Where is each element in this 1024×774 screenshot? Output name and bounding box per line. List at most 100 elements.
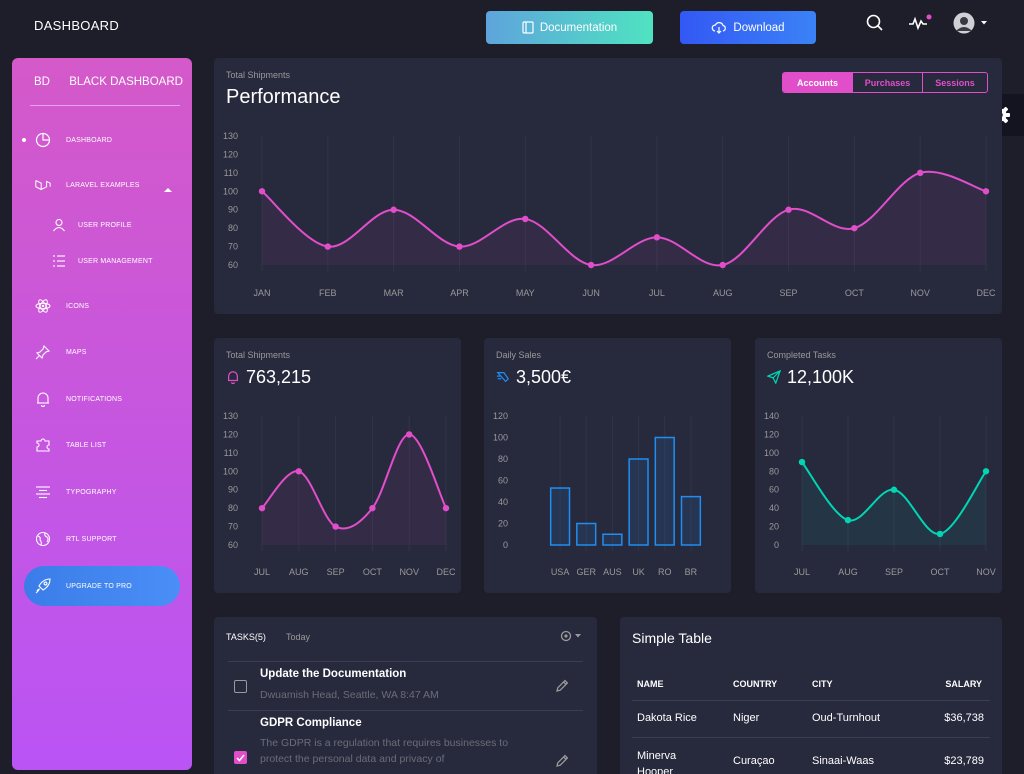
x-tick-label: AUG	[838, 567, 858, 577]
chart-tabs: Accounts Purchases Sessions	[782, 72, 988, 93]
bar-ger[interactable]	[576, 522, 597, 546]
data-point-oct[interactable]	[936, 530, 944, 538]
x-tick-label: BR	[685, 567, 698, 577]
sidebar-item-label: RTL SUPPORT	[66, 535, 117, 543]
settings-dropdown-icon[interactable]	[559, 629, 583, 648]
activity-notification-icon[interactable]	[907, 12, 932, 34]
daily-sales-bar-chart: 0 20 40 60 80 100 120 USA GER AUS UK RO BR	[493, 411, 702, 577]
sidebar-divider	[30, 105, 180, 106]
puzzle-icon	[34, 436, 52, 454]
send-icon	[766, 369, 782, 385]
data-point-sep[interactable]	[332, 523, 339, 530]
completed-tasks-line-chart: 0 20 40 60 80 100 120 140 JUL AUG SEP OCT NOV	[764, 411, 996, 577]
simple-table-card: Simple Table NAME COUNTRY CITY SALARY Da…	[620, 617, 1002, 774]
data-point-jul[interactable]	[653, 234, 661, 241]
book-icon	[522, 21, 534, 34]
documentation-button[interactable]: Documentation	[486, 11, 653, 44]
download-button[interactable]: Download	[680, 11, 816, 44]
sidebar-item-user-management[interactable]: USER MANAGEMENT	[12, 248, 192, 274]
bar-aus[interactable]	[602, 533, 623, 546]
sidebar-item-icons[interactable]: ICONS	[12, 293, 192, 319]
data-point-jan[interactable]	[258, 188, 266, 195]
data-point-jul[interactable]	[258, 504, 266, 512]
sidebar-item-notifications[interactable]: NOTIFICATIONS	[12, 386, 192, 412]
data-point-dec[interactable]	[982, 188, 990, 195]
sidebar-item-user-profile[interactable]: USER PROFILE	[12, 212, 192, 238]
user-icon	[50, 216, 68, 234]
y-tick-label: 40	[769, 503, 779, 513]
tab-sessions[interactable]: Sessions	[935, 77, 975, 88]
pencil-icon[interactable]	[554, 753, 570, 774]
y-tick-label: 0	[503, 540, 508, 550]
data-point-nov[interactable]	[982, 468, 990, 475]
data-point-aug[interactable]	[719, 261, 726, 269]
data-point-aug[interactable]	[295, 468, 302, 475]
y-tick-label: 120	[223, 149, 238, 159]
tab-purchases[interactable]: Purchases	[853, 73, 923, 92]
sidebar-item-dashboard[interactable]: DASHBOARD	[12, 127, 192, 153]
table-divider	[632, 700, 990, 701]
x-tick-label: RO	[658, 567, 672, 577]
data-point-may[interactable]	[522, 215, 529, 223]
sidebar-item-label: MAPS	[66, 348, 87, 356]
tab-accounts[interactable]: Accounts	[783, 73, 853, 92]
avatar[interactable]	[953, 12, 989, 34]
data-point-apr[interactable]	[456, 243, 463, 250]
data-point-aug[interactable]	[844, 516, 852, 524]
sidebar-item-typography[interactable]: TYPOGRAPHY	[12, 479, 192, 505]
y-tick-label: 20	[498, 519, 508, 529]
list-icon	[50, 252, 68, 270]
y-tick-label: 60	[769, 485, 779, 495]
data-point-jun[interactable]	[587, 261, 595, 269]
card-title: 3,500€	[496, 367, 571, 388]
sidebar-item-label: LARAVEL EXAMPLES	[66, 181, 140, 189]
pencil-icon[interactable]	[554, 678, 570, 699]
table-header-name: NAME	[637, 679, 664, 689]
bar-br[interactable]	[680, 495, 702, 546]
pin-icon	[34, 343, 52, 361]
navbar-brand[interactable]: DASHBOARD	[34, 18, 120, 33]
data-point-feb[interactable]	[324, 243, 332, 250]
y-tick-label: 120	[764, 429, 779, 439]
series-area	[802, 462, 986, 545]
bar-usa[interactable]	[549, 487, 571, 546]
shipments-line-chart: 60 70 80 90 100 110 120 130 JUL AUG SEP OCT NOV DEC	[223, 411, 456, 577]
data-point-oct[interactable]	[851, 224, 858, 232]
sidebar-logo[interactable]: BD BLACK DASHBOARD	[34, 76, 183, 88]
sidebar-item-rtl-support[interactable]: RTL SUPPORT	[12, 526, 192, 552]
x-tick-label: GER	[576, 567, 596, 577]
data-point-nov[interactable]	[406, 431, 413, 438]
card-title: Simple Table	[632, 630, 712, 646]
y-tick-label: 100	[223, 186, 238, 196]
upgrade-to-pro-button[interactable]: UPGRADE TO PRO	[24, 566, 180, 606]
data-point-dec[interactable]	[442, 504, 450, 512]
performance-line-chart: 60 70 80 90 100 110 120 130 JAN FEB MAR APR MAY JUN JU…	[223, 131, 996, 298]
x-tick-label: JUN	[582, 288, 600, 298]
table-cell: Minerva Hooper	[637, 750, 677, 774]
x-tick-label: APR	[450, 288, 469, 298]
task-description: The GDPR is a regulation that requires b…	[260, 737, 509, 765]
data-point-mar[interactable]	[390, 206, 397, 213]
data-point-jul[interactable]	[798, 458, 806, 466]
task-checkbox[interactable]	[234, 751, 247, 764]
sidebar-item-maps[interactable]: MAPS	[12, 339, 192, 365]
data-point-sep[interactable]	[890, 486, 898, 493]
y-tick-label: 60	[228, 540, 238, 550]
data-point-nov[interactable]	[916, 169, 924, 177]
bar-ro[interactable]	[654, 436, 675, 546]
bar-uk[interactable]	[628, 458, 649, 546]
rocket-icon	[34, 577, 52, 595]
task-checkbox[interactable]	[234, 680, 247, 693]
task-description: Dwuamish Head, Seattle, WA 8:47 AM	[260, 689, 439, 701]
sidebar-item-table-list[interactable]: TABLE LIST	[12, 432, 192, 458]
search-icon[interactable]	[864, 12, 886, 34]
daily-sales-card: Daily Sales 3,500€ 0 20 40 60 80 100 120 USA GER…	[484, 338, 731, 593]
bell-icon	[34, 390, 52, 408]
data-point-oct[interactable]	[369, 504, 376, 512]
x-tick-label: FEB	[319, 288, 337, 298]
data-point-sep[interactable]	[785, 206, 792, 213]
card-title: Performance	[226, 86, 341, 108]
sidebar-item-laravel-examples[interactable]: LARAVEL EXAMPLES	[12, 172, 192, 198]
y-tick-label: 130	[223, 411, 238, 421]
table-header-salary: SALARY	[945, 679, 982, 689]
